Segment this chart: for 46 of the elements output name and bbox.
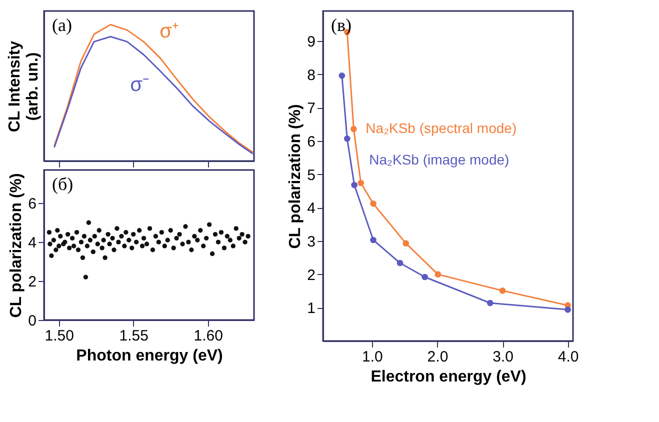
series-label: σ⁺	[160, 20, 179, 43]
y-tick-label: 1	[307, 300, 316, 318]
series-label: Na₂KSb (image mode)	[369, 152, 510, 168]
y-axis-title: CL polarization (%)	[287, 104, 304, 249]
point	[396, 260, 404, 266]
x-axis-title: Electron energy (eV)	[370, 368, 526, 386]
point	[370, 200, 376, 207]
annotation: (б)	[52, 174, 74, 194]
y-tick-label: 4	[307, 200, 316, 218]
point	[370, 236, 376, 244]
y-tick-label: 5	[307, 166, 316, 184]
annotation: (в)	[331, 15, 352, 35]
y-tick-label: 2	[28, 274, 36, 291]
x-tick-label: 1.0	[362, 348, 383, 366]
point	[351, 182, 358, 188]
x-tick-label: 1.50	[44, 328, 74, 344]
y-tick-label: 2	[307, 266, 316, 284]
point	[344, 136, 350, 142]
y-tick-label: 7	[307, 100, 316, 118]
y-axis-title: CL Intensity (arb. un.)	[6, 40, 42, 132]
point	[564, 306, 571, 313]
y-tick-label: 0	[28, 312, 36, 330]
point	[338, 72, 346, 79]
series-label: Na₂KSb (spectral mode)	[366, 120, 517, 136]
y-tick-label: 3	[307, 234, 316, 250]
y-axis-title: CL polarization (%)	[8, 173, 26, 318]
point	[499, 288, 506, 294]
x-axis-title: Photon energy (eV)	[76, 348, 223, 364]
x-tick-label: 1.60	[194, 328, 223, 344]
y-tick-label: 4	[28, 234, 36, 252]
point	[350, 126, 357, 132]
y-tick-label: 6	[307, 134, 316, 150]
point	[434, 271, 442, 278]
point	[422, 274, 428, 280]
point	[358, 180, 364, 186]
point	[402, 240, 410, 246]
x-tick-label: 2.0	[427, 348, 448, 366]
x-tick-label: 3.0	[492, 348, 514, 366]
x-tick-label: 4.0	[558, 348, 579, 366]
y-tick-label: 9	[307, 34, 316, 50]
series-label: σ⁻	[130, 74, 150, 96]
x-tick-label: 1.55	[119, 328, 148, 344]
annotation: (a)	[52, 15, 72, 35]
point	[486, 300, 494, 306]
y-tick-label: 6	[28, 196, 36, 213]
y-tick-label: 8	[307, 66, 316, 84]
